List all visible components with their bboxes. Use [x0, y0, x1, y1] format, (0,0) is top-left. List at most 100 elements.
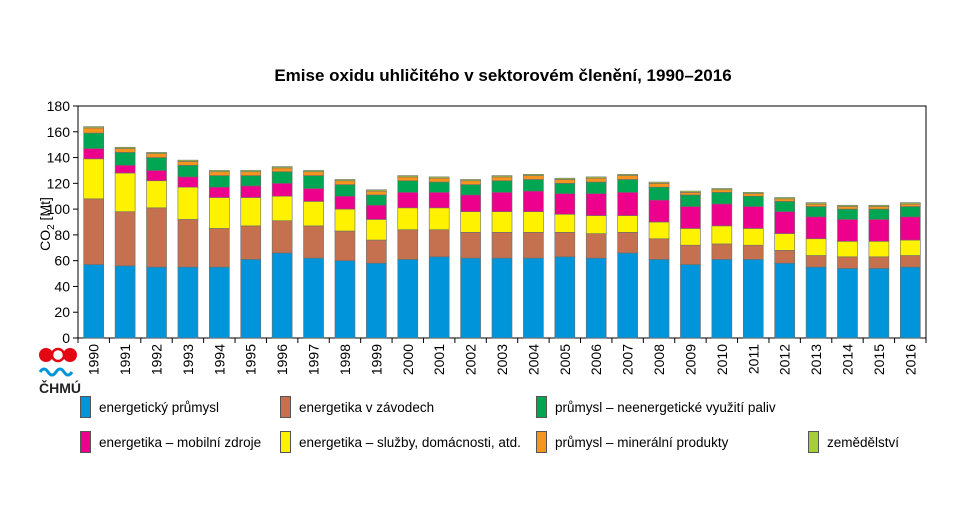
bar-segment — [366, 219, 387, 241]
bar-segment — [146, 157, 167, 171]
bar-segment — [209, 197, 230, 229]
bar-segment — [742, 259, 764, 339]
bar-segment — [805, 238, 827, 256]
bar-segment — [899, 202, 921, 205]
bar-segment — [680, 192, 701, 196]
bar-segment — [334, 180, 356, 185]
bar-segment — [428, 256, 450, 339]
bar-segment — [428, 192, 450, 209]
bar-segment — [899, 239, 921, 256]
bar-segment — [271, 167, 293, 173]
x-tick-label: 1997 — [306, 344, 322, 375]
bar-segment — [837, 268, 858, 339]
bar-segment — [774, 201, 795, 212]
bar-segment — [899, 266, 921, 339]
chmu-logo: ČHMÚ — [36, 346, 96, 398]
bar-segment — [366, 239, 387, 264]
bar-segment — [774, 197, 795, 200]
bar-segment — [271, 171, 293, 184]
y-tick-label: 20 — [54, 304, 70, 320]
bar-segment — [837, 206, 858, 210]
x-tick-label: 2007 — [620, 344, 636, 375]
legend-swatch — [80, 396, 91, 418]
bar-segment — [397, 176, 419, 182]
y-tick-label: 140 — [47, 150, 71, 166]
bar-segment — [585, 233, 607, 259]
bar-segment — [460, 211, 481, 233]
bar-segment — [240, 175, 262, 187]
bar-segment — [680, 194, 701, 207]
bar-segment — [711, 188, 733, 191]
bar-segment — [868, 208, 890, 220]
bar-segment — [617, 215, 638, 233]
legend-label: energetika – mobilní zdroje — [99, 434, 262, 450]
bar-segment — [899, 255, 921, 268]
bar-segment — [805, 203, 827, 207]
bar-segment — [868, 219, 890, 242]
bar-segment — [774, 211, 795, 234]
bar-segment — [648, 238, 670, 260]
bar-segment — [774, 262, 795, 339]
bar-segment — [428, 207, 450, 231]
bar-segment — [460, 194, 481, 212]
bar-segment — [711, 192, 733, 205]
bar-segment — [271, 183, 293, 197]
legend-item: průmysl – neenergetické využití paliv — [536, 396, 776, 418]
bar-segment — [585, 257, 607, 339]
y-tick-label: 100 — [47, 201, 71, 217]
bar-segment — [742, 192, 764, 194]
bar-segment — [177, 219, 199, 268]
bar-segment — [523, 179, 544, 192]
bar-segment — [146, 170, 167, 182]
legend-label: průmysl – minerální produkty — [555, 434, 729, 450]
bar-segment — [585, 177, 607, 183]
bar-segment — [114, 265, 136, 339]
bar-segment — [303, 170, 324, 173]
x-tick-label: 2008 — [651, 344, 667, 375]
bar-segment — [114, 172, 136, 212]
plot-area: 0 20 40 60 80 100 120 140 160 180 1990 1991 1992 1993… — [47, 98, 927, 375]
x-tick-label: 2015 — [871, 344, 887, 375]
bar-segment — [617, 192, 638, 216]
x-tick-label: 1992 — [149, 344, 165, 375]
bar-segment — [648, 199, 670, 223]
bar-segment — [648, 181, 670, 184]
bar-segment — [523, 174, 544, 176]
bar-segment — [460, 180, 481, 185]
legend-item: zemědělství — [808, 431, 899, 453]
bar-segment — [711, 189, 733, 193]
bar-segment — [334, 260, 356, 339]
x-tick-label: 2016 — [902, 344, 918, 375]
x-tick-label: 2013 — [808, 344, 824, 375]
bar-segment — [585, 176, 607, 179]
bar-segment — [554, 213, 576, 233]
x-tick-label: 1996 — [274, 344, 290, 375]
bar-segment — [397, 192, 419, 209]
bar-segment — [554, 177, 576, 180]
bar-segment — [491, 211, 513, 233]
bar-segment — [303, 201, 324, 227]
bar-segment — [742, 244, 764, 260]
bar-segment — [805, 266, 827, 339]
bar-segment — [837, 204, 858, 207]
bar-segment — [146, 152, 167, 154]
bar-segment — [837, 241, 858, 258]
bar-segment — [523, 211, 544, 233]
bar-segment — [397, 229, 419, 260]
chmu-logo-mark: ČHMÚ — [38, 347, 81, 396]
bar-segment — [648, 186, 670, 201]
bar-segment — [240, 171, 262, 176]
bar-segment — [460, 179, 481, 182]
bar-segment — [617, 252, 638, 339]
bar-segment — [334, 195, 356, 210]
bar-segment — [366, 204, 387, 220]
legend-label: energetický průmysl — [99, 399, 220, 415]
bar-segment — [209, 228, 230, 268]
bar-segment — [83, 132, 105, 149]
bar-segment — [774, 250, 795, 264]
y-tick-label: 80 — [54, 227, 70, 243]
bar-segment — [491, 180, 513, 193]
bar-segment — [554, 232, 576, 258]
bar-segment — [742, 195, 764, 207]
